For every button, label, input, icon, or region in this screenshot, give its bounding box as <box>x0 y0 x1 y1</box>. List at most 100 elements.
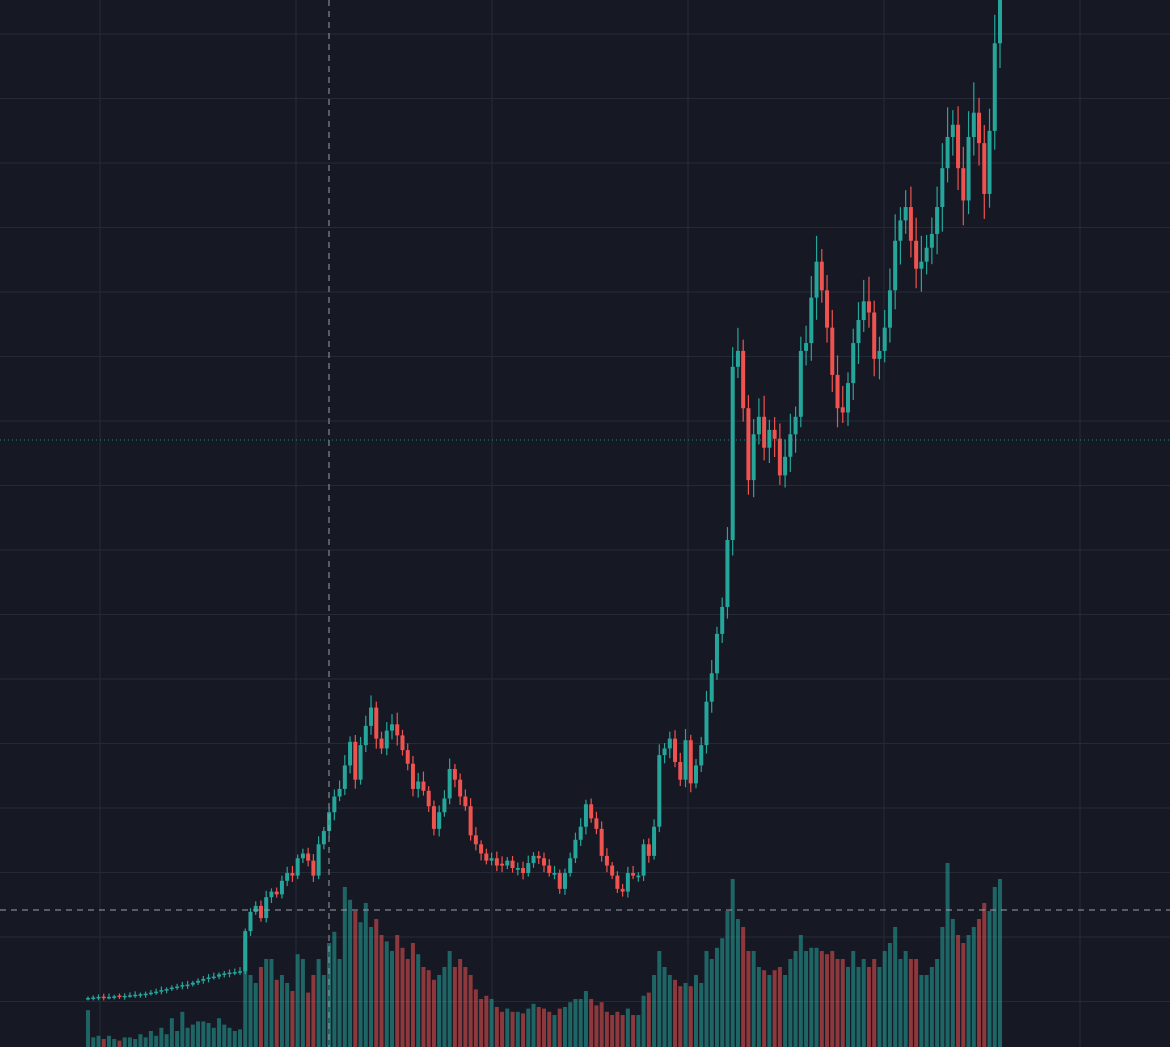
volume-bar <box>851 951 856 1047</box>
volume-bar <box>573 999 578 1047</box>
volume-bar <box>646 992 651 1047</box>
volume-bar <box>589 999 594 1047</box>
volume-bar <box>725 911 730 1047</box>
candle-body <box>798 350 803 417</box>
candle-body <box>327 812 332 832</box>
candle-body <box>772 429 777 439</box>
volume-bar <box>510 1011 515 1047</box>
candle-body <box>332 796 337 813</box>
candle-body <box>384 730 389 749</box>
candle-body <box>971 112 976 137</box>
volume-bar <box>856 967 861 1047</box>
candle-body <box>688 740 693 784</box>
candle-body <box>442 798 447 813</box>
candle-body <box>998 0 1002 44</box>
volume-bar <box>437 975 442 1047</box>
volume-bar <box>741 927 746 1047</box>
candle-body <box>505 860 510 866</box>
candle-body <box>232 972 237 974</box>
volume-bar <box>300 959 305 1047</box>
candle-body <box>756 416 761 435</box>
candle-body <box>793 416 798 435</box>
candle-body <box>337 788 342 797</box>
candle-body <box>673 738 678 762</box>
candle-body <box>924 247 929 262</box>
volume-bar <box>751 951 756 1047</box>
candle-body <box>416 781 421 789</box>
volume-bar <box>91 1037 96 1047</box>
candle-body <box>185 984 190 987</box>
candle-body <box>238 971 242 973</box>
volume-bar <box>709 959 714 1047</box>
candle-body <box>788 434 793 457</box>
volume-bar <box>217 1018 222 1047</box>
candle-body <box>956 124 961 169</box>
volume-bar <box>500 1011 505 1047</box>
volume-bar <box>190 1024 195 1047</box>
candle-body <box>646 844 651 856</box>
volume-bar <box>342 887 347 1047</box>
volume-bar <box>159 1027 164 1047</box>
volume-bar <box>536 1007 541 1047</box>
volume-bar <box>521 1013 526 1047</box>
candle-body <box>274 891 279 895</box>
candle-body <box>783 456 788 476</box>
candle-body <box>206 977 211 980</box>
volume-bar <box>431 979 436 1047</box>
volume-bar <box>106 1035 111 1047</box>
volume-bar <box>767 975 772 1047</box>
volume-bar <box>814 947 819 1047</box>
candle-body <box>804 343 809 351</box>
candle-body <box>458 779 463 797</box>
volume-bar <box>694 975 698 1047</box>
candle-body <box>536 855 541 859</box>
volume-bar <box>447 951 452 1047</box>
candle-body <box>903 207 908 221</box>
volume-bar <box>861 959 866 1047</box>
volume-bar <box>667 975 672 1047</box>
volume-bar <box>185 1027 190 1047</box>
candle-body <box>594 818 599 829</box>
volume-bar <box>258 967 263 1047</box>
volume-bar <box>279 975 284 1047</box>
volume-bar <box>164 1034 169 1047</box>
candle-body <box>369 707 374 726</box>
volume-bar <box>515 1011 520 1047</box>
volume-bar <box>594 1005 599 1047</box>
volume-bar <box>531 1003 536 1047</box>
volume-bar <box>112 1039 117 1047</box>
volume-bar <box>547 1011 552 1047</box>
candle-body <box>437 812 442 829</box>
volume-bar <box>416 954 421 1047</box>
candle-body <box>746 408 751 481</box>
volume-bar <box>138 1034 143 1047</box>
candle-body <box>321 831 326 845</box>
candle-body <box>127 995 132 997</box>
candle-body <box>133 994 138 997</box>
candle-body <box>699 745 704 766</box>
volume-bar <box>625 1008 630 1047</box>
candle-body <box>945 136 950 169</box>
volume-bar <box>908 959 913 1047</box>
candle-body <box>164 989 169 991</box>
candle-body <box>138 994 143 996</box>
volume-bar <box>578 999 583 1047</box>
candle-body <box>830 327 835 375</box>
volume-bar <box>583 991 588 1047</box>
candle-body <box>835 374 840 409</box>
candle-body <box>762 416 767 448</box>
volume-bar <box>316 959 321 1047</box>
candle-body <box>395 724 400 736</box>
candle-body <box>542 858 546 866</box>
volume-bar <box>369 927 374 1047</box>
volume-bar <box>96 1035 101 1047</box>
volume-bar <box>987 911 992 1047</box>
volume-bar <box>269 959 274 1047</box>
candle-body <box>196 980 201 983</box>
volume-bar <box>735 919 740 1047</box>
volume-bar <box>117 1040 122 1047</box>
candle-body <box>636 875 641 878</box>
